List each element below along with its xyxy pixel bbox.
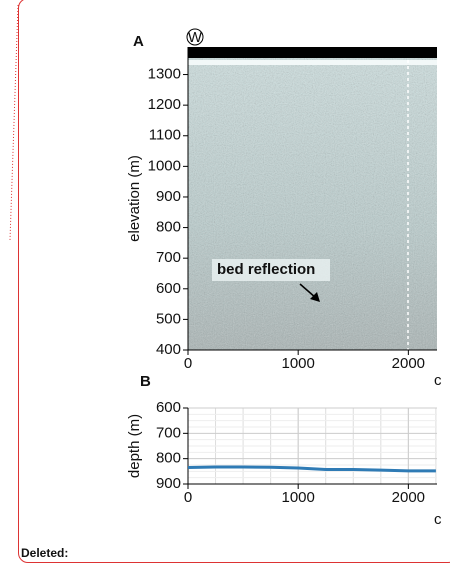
comment-connector bbox=[9, 4, 19, 241]
annotation: bed reflection bbox=[217, 261, 315, 278]
y-tick-label: 1100 bbox=[149, 127, 181, 144]
x-tick-label: 1000 bbox=[281, 489, 314, 506]
y-axis-label: depth (m) bbox=[126, 414, 143, 478]
y-axis-label: elevation (m) bbox=[126, 155, 143, 242]
panel-label: B bbox=[140, 373, 151, 390]
annotation-bg bbox=[212, 259, 330, 281]
x-axis-label: c bbox=[434, 511, 442, 528]
comment-box bbox=[18, 0, 450, 563]
y-tick-label: 500 bbox=[156, 310, 181, 327]
y-tick-label: 900 bbox=[156, 475, 181, 492]
marker-circle bbox=[186, 28, 204, 46]
x-tick-label: 2000 bbox=[392, 355, 425, 372]
radargram bbox=[188, 47, 437, 350]
y-tick-label: 900 bbox=[156, 188, 181, 205]
arrow-head bbox=[310, 292, 320, 302]
y-tick-label: 800 bbox=[156, 450, 181, 467]
x-axis-label: c bbox=[434, 372, 442, 389]
x-tick-label: 1000 bbox=[281, 355, 314, 372]
y-tick-label: 1200 bbox=[148, 96, 181, 113]
marker-label: W bbox=[188, 29, 203, 46]
y-tick-label: 700 bbox=[156, 249, 181, 266]
y-tick-label: 800 bbox=[156, 219, 181, 236]
x-tick-label: 0 bbox=[184, 355, 192, 372]
data-line bbox=[187, 465, 436, 473]
deleted-label: Deleted: bbox=[21, 546, 69, 560]
x-tick-label: 2000 bbox=[392, 489, 425, 506]
y-tick-label: 1300 bbox=[148, 66, 181, 83]
y-tick-label: 700 bbox=[156, 424, 181, 441]
x-tick-label: 0 bbox=[184, 489, 192, 506]
y-tick-label: 600 bbox=[156, 280, 181, 297]
y-tick-label: 600 bbox=[156, 399, 181, 416]
y-tick-label: 1000 bbox=[148, 157, 181, 174]
panel-label: A bbox=[133, 33, 144, 50]
y-tick-label: 400 bbox=[156, 341, 181, 358]
